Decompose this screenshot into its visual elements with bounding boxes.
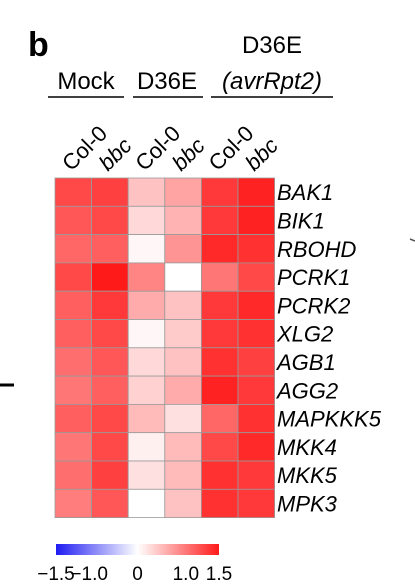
heatmap-cell	[200, 403, 239, 434]
heatmap-cell	[200, 375, 239, 405]
heatmap-cell	[237, 234, 275, 264]
heatmap-cell	[200, 290, 239, 320]
heatmap-cell	[164, 177, 202, 207]
group-label-avrrpt2: (avrRpt2)	[222, 68, 322, 95]
row-label: PCRK2	[277, 293, 350, 318]
heatmap-cell	[127, 375, 166, 405]
heatmap-cell	[54, 403, 92, 434]
heatmap-cell	[200, 234, 239, 264]
heatmap-cell	[91, 403, 129, 434]
heatmap-cell	[54, 347, 92, 377]
row-label: MPK3	[277, 491, 338, 516]
heatmap-cell	[164, 262, 202, 292]
heatmap-cell	[127, 234, 166, 264]
heatmap-cell	[127, 290, 166, 320]
heatmap-cell	[164, 234, 202, 264]
heatmap-cell	[200, 432, 239, 462]
row-label: MKK4	[277, 435, 337, 460]
heatmap-cell	[237, 347, 275, 377]
heatmap-cell	[164, 205, 202, 236]
heatmap-cell	[237, 205, 275, 236]
heatmap-cell	[237, 262, 275, 292]
heatmap-cell	[54, 319, 92, 349]
heatmap-cell	[164, 403, 202, 434]
heatmap-cell	[91, 375, 129, 405]
heatmap-cell	[127, 488, 166, 518]
heatmap-cell	[91, 262, 129, 292]
heatmap-cell	[164, 319, 202, 349]
heatmap-cell	[237, 460, 275, 490]
row-label: MAPKKK5	[277, 407, 382, 432]
heatmap-cell	[237, 488, 275, 518]
panel-label: b	[28, 26, 49, 64]
heatmap-cell	[200, 319, 239, 349]
heatmap-cell	[91, 432, 129, 462]
heatmap-cell	[54, 488, 92, 518]
row-label: RBOHD	[277, 237, 357, 262]
heatmap-cell	[127, 403, 166, 434]
group-label-mock: Mock	[57, 68, 115, 95]
heatmap-cell	[54, 375, 92, 405]
row-label: MKK5	[277, 463, 338, 488]
heatmap-cell	[200, 177, 239, 207]
heatmap-cell	[200, 488, 239, 518]
heatmap-cell	[54, 460, 92, 490]
row-label: AGG2	[275, 378, 338, 403]
heatmap-cell	[164, 290, 202, 320]
heatmap-cell	[91, 460, 129, 490]
heatmap-cell	[91, 347, 129, 377]
scale-tick-label: 0	[132, 564, 143, 584]
scale-tick-label: −1.0	[70, 564, 108, 584]
heatmap-cell	[127, 347, 166, 377]
heatmap-cell	[127, 177, 166, 207]
heatmap-cell	[91, 205, 129, 236]
color-scale-bar	[56, 544, 219, 555]
heatmap-cell	[54, 205, 92, 236]
heatmap-cell	[127, 319, 166, 349]
heatmap-cell	[91, 488, 129, 518]
scale-tick-label: 1.5	[206, 564, 232, 584]
heatmap-cell	[91, 177, 129, 207]
heatmap-cell	[200, 460, 239, 490]
row-label: XLG2	[276, 322, 333, 347]
heatmap-cell	[127, 460, 166, 490]
heatmap-cell	[91, 290, 129, 320]
heatmap-cell	[127, 205, 166, 236]
heatmap-cell	[237, 177, 275, 207]
heatmap-cell	[164, 375, 202, 405]
group-label-d36e: D36E	[137, 68, 197, 95]
heatmap-cell	[237, 319, 275, 349]
heatmap-cell	[91, 234, 129, 264]
heatmap-cell	[54, 290, 92, 320]
row-label: AGB1	[275, 350, 336, 375]
heatmap-cell	[164, 488, 202, 518]
heatmap-cell	[200, 262, 239, 292]
heatmap-cell	[237, 290, 275, 320]
group-label-d36e-avr: D36E	[242, 32, 302, 59]
row-label: PCRK1	[277, 265, 350, 290]
heatmap-cell	[127, 262, 166, 292]
heatmap-cell	[54, 262, 92, 292]
heatmap-cell	[54, 177, 92, 207]
heatmap-cell	[237, 432, 275, 462]
heatmap-cell	[164, 432, 202, 462]
scale-tick-label: −1.5	[37, 564, 75, 584]
heatmap-cell	[164, 347, 202, 377]
row-label: BAK1	[277, 180, 333, 205]
heatmap-cell	[91, 319, 129, 349]
heatmap-cell	[237, 403, 275, 434]
heatmap-cell	[237, 375, 275, 405]
heatmap-cell	[127, 432, 166, 462]
scale-tick-label: 1.0	[173, 564, 199, 584]
heatmap-cell	[164, 460, 202, 490]
heatmap-cell	[200, 347, 239, 377]
row-label: BIK1	[277, 208, 325, 233]
heatmap-cell	[54, 432, 92, 462]
heatmap-cell	[200, 205, 239, 236]
heatmap-cell	[54, 234, 92, 264]
right-edge-mark	[409, 238, 415, 242]
